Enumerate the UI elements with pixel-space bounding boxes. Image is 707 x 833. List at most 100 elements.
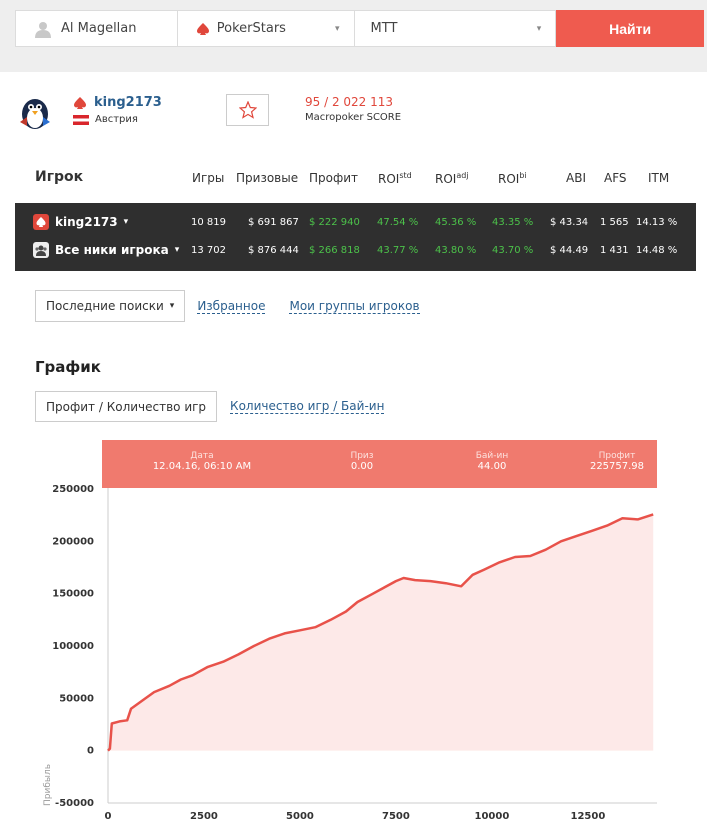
cell-prizes: $ 876 444 (248, 245, 299, 256)
x-tick-label: 5000 (286, 811, 314, 822)
chevron-down-icon: ▾ (335, 23, 340, 34)
recent-searches-label: Последние поиски (46, 299, 164, 313)
user-field[interactable]: Al Magellan (15, 10, 178, 47)
tooltip-prize: Приз 0.00 (327, 451, 397, 472)
header-afs[interactable]: AFS (604, 171, 627, 185)
cell-abi: $ 44.49 (550, 245, 589, 256)
player-name-row: king2173 (73, 95, 162, 110)
pokerstars-icon (196, 22, 209, 35)
top-bar: Al Magellan PokerStars ▾ MTT ▾ Найти (0, 0, 707, 72)
tooltip-prize-label: Приз (350, 451, 374, 461)
cell-games: 10 819 (191, 217, 226, 228)
cell-roi-std: 47.54 % (377, 217, 419, 228)
y-tick-label: 200000 (52, 536, 94, 547)
header-itm[interactable]: ITM (648, 171, 670, 185)
y-tick-label: 0 (87, 746, 94, 757)
header-roi-std[interactable]: ROIstd (378, 171, 412, 186)
tooltip-profit: Профит 225757.98 (582, 451, 652, 472)
table-row: king2173 ▾ 10 819 $ 691 867 $ 222 940 47… (15, 209, 696, 237)
cell-roi-adj: 45.36 % (435, 217, 477, 228)
player-country: Австрия (95, 114, 138, 125)
tooltip-date-value: 12.04.16, 06:10 AM (152, 461, 252, 472)
header-prizes[interactable]: Призовые (236, 171, 299, 185)
player-country-row: Австрия (73, 114, 138, 125)
graph-tabs: Профит / Количество игр Количество игр /… (35, 391, 385, 422)
row-player-name: Все ники игрока (55, 243, 169, 257)
tooltip-buyin-label: Бай-ин (475, 451, 509, 461)
chevron-down-icon: ▾ (123, 217, 129, 227)
search-links: Последние поиски ▾ Избранное Мои группы … (35, 290, 432, 322)
tab-profit-games[interactable]: Профит / Количество игр (35, 391, 218, 422)
header-abi[interactable]: ABI (566, 171, 586, 185)
table-row: Все ники игрока ▾ 13 702 $ 876 444 $ 266… (15, 237, 696, 265)
roi-adj-sup: adj (456, 171, 469, 180)
row-player[interactable]: king2173 ▾ (33, 214, 128, 230)
cell-roi-adj: 43.80 % (435, 245, 477, 256)
roi-std-sup: std (399, 171, 412, 180)
pokerstars-icon (74, 96, 86, 109)
x-tick-label: 2500 (190, 811, 218, 822)
recent-searches-dropdown[interactable]: Последние поиски ▾ (35, 290, 186, 322)
y-axis-label: Прибыль (43, 764, 53, 806)
player-name[interactable]: king2173 (94, 95, 162, 110)
header-games[interactable]: Игры (192, 171, 225, 185)
avatar (20, 99, 50, 129)
roi-adj-text: ROI (435, 172, 457, 186)
user-field-value: Al Magellan (61, 21, 137, 36)
row-player[interactable]: Все ники игрока ▾ (33, 242, 179, 258)
favorites-link[interactable]: Избранное (197, 298, 266, 314)
tooltip-profit-value: 225757.98 (589, 461, 645, 472)
cell-roi-bi: 43.70 % (492, 245, 534, 256)
tooltip-date: Дата 12.04.16, 06:10 AM (142, 451, 262, 472)
tooltip-buyin-value: 44.00 (477, 461, 507, 472)
profit-series-line (107, 513, 654, 752)
game-type-value: MTT (370, 21, 398, 36)
row-player-name: king2173 (55, 215, 118, 229)
tooltip-profit-label: Профит (598, 451, 636, 461)
score-label: Macropoker SCORE (305, 112, 402, 123)
roi-std-text: ROI (378, 172, 400, 186)
header-profit[interactable]: Профит (309, 171, 359, 185)
chart-tooltip: Дата 12.04.16, 06:10 AM Приз 0.00 Бай-ин… (102, 440, 657, 488)
header-roi-adj[interactable]: ROIadj (435, 171, 469, 186)
cell-profit: $ 222 940 (309, 217, 360, 228)
chevron-down-icon: ▾ (169, 301, 175, 311)
profit-area-fill (108, 514, 654, 751)
player-groups-link[interactable]: Мои группы игроков (289, 298, 420, 314)
roi-bi-sup: bi (519, 171, 527, 180)
header-roi-bi[interactable]: ROIbi (498, 171, 527, 186)
x-tick-label: 10000 (475, 811, 510, 822)
roi-bi-text: ROI (498, 172, 520, 186)
y-tick-label: -50000 (55, 798, 94, 809)
cell-itm: 14.48 % (636, 245, 678, 256)
header-player: Игрок (35, 169, 84, 185)
favorite-button[interactable] (226, 94, 269, 126)
profit-chart[interactable]: -50000 0 50000 100000 150000 200000 250000 0 250… (0, 435, 707, 833)
game-type-select[interactable]: MTT ▾ (354, 10, 557, 47)
user-icon (35, 21, 51, 38)
graph-title: График (35, 358, 101, 376)
tooltip-prize-value: 0.00 (350, 461, 374, 472)
score-value: 95 / 2 022 113 (305, 95, 394, 109)
stats-table-header: Игрок Игры Призовые Профит ROIstd ROIadj… (15, 165, 696, 193)
y-tick-label: 100000 (52, 641, 94, 652)
x-tick-label: 7500 (382, 811, 410, 822)
chevron-down-icon: ▾ (174, 245, 180, 255)
pokerstars-icon (33, 214, 49, 230)
tooltip-date-label: Дата (190, 451, 214, 461)
tab-games-buyin[interactable]: Количество игр / Бай-ин (230, 399, 385, 414)
stats-table-body: king2173 ▾ 10 819 $ 691 867 $ 222 940 47… (15, 203, 696, 271)
star-icon (238, 101, 257, 119)
find-button[interactable]: Найти (556, 10, 704, 47)
tab-profit-games-label: Профит / Количество игр (46, 399, 207, 414)
austria-flag-icon (73, 114, 89, 125)
y-tick-label: 150000 (52, 589, 94, 600)
cell-itm: 14.13 % (636, 217, 678, 228)
cell-games: 13 702 (191, 245, 226, 256)
x-tick-label: 0 (105, 811, 112, 822)
x-tick-label: 12500 (570, 811, 605, 822)
chevron-down-icon: ▾ (536, 23, 542, 34)
tooltip-buyin: Бай-ин 44.00 (457, 451, 527, 472)
room-select[interactable]: PokerStars ▾ (177, 10, 355, 47)
cell-roi-bi: 43.35 % (492, 217, 534, 228)
